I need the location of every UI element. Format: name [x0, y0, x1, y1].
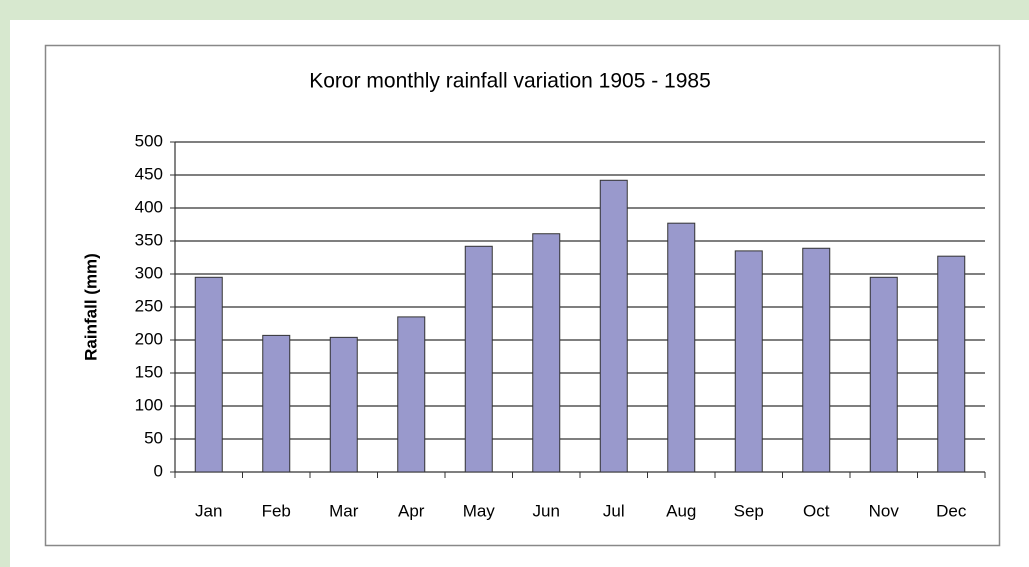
y-tick-label: 0	[154, 461, 163, 480]
x-tick-label: May	[463, 501, 496, 520]
bar	[734, 250, 763, 473]
bar	[667, 222, 696, 473]
y-axis-label: Rainfall (mm)	[81, 253, 100, 361]
chart-frame	[44, 44, 1001, 547]
x-tick-label: Aug	[666, 501, 696, 520]
y-tick-label: 250	[135, 296, 163, 315]
y-tick-label: 150	[135, 362, 163, 381]
x-tick-label: Jan	[195, 501, 222, 520]
x-tick-label: Mar	[329, 501, 359, 520]
bar	[329, 336, 358, 473]
x-tick-label: Jun	[533, 501, 560, 520]
chart-title: Koror monthly rainfall variation 1905 - …	[309, 70, 711, 93]
bar	[397, 316, 426, 473]
x-tick-label: Dec	[936, 501, 967, 520]
bar	[194, 276, 223, 473]
bar	[599, 179, 628, 473]
bar	[464, 245, 493, 473]
bar	[869, 276, 898, 473]
y-tick-label: 350	[135, 230, 163, 249]
y-tick-label: 50	[144, 428, 163, 447]
y-tick-label: 200	[135, 329, 163, 348]
x-tick-label: Nov	[869, 501, 900, 520]
y-tick-label: 300	[135, 263, 163, 282]
bar	[262, 334, 291, 473]
y-tick-label: 100	[135, 395, 163, 414]
x-tick-label: Oct	[803, 501, 830, 520]
bar	[532, 233, 561, 473]
y-tick-label: 500	[135, 131, 163, 150]
bar	[937, 255, 966, 473]
bar	[802, 247, 831, 473]
x-tick-label: Apr	[398, 501, 425, 520]
x-tick-label: Sep	[734, 501, 764, 520]
x-tick-label: Jul	[603, 501, 625, 520]
y-tick-label: 400	[135, 197, 163, 216]
y-tick-label: 450	[135, 164, 163, 183]
x-tick-label: Feb	[262, 501, 291, 520]
